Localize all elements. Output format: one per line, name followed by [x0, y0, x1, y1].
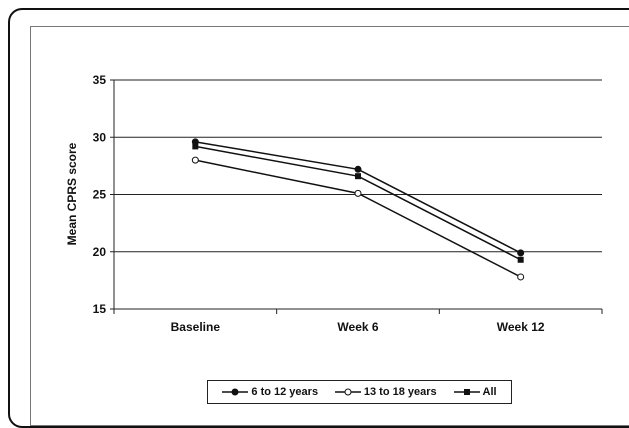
series-line: [195, 145, 522, 261]
chart-area-frame: [30, 26, 629, 426]
legend-item-6-to-12: 6 to 12 years: [222, 386, 318, 398]
data-point: [355, 173, 361, 180]
legend-marker-filled-circle: [222, 388, 249, 396]
legend-item-all: All: [453, 386, 497, 398]
data-point: [354, 189, 362, 197]
data-point: [517, 273, 525, 281]
x-tick-label: Week 6: [337, 320, 378, 334]
legend-marker-open-circle: [334, 388, 361, 396]
data-point: [517, 249, 525, 257]
axes: [110, 79, 603, 314]
y-axis-title: Mean CPRS score: [65, 142, 79, 245]
data-point: [192, 143, 199, 150]
legend-label: 6 to 12 years: [251, 386, 319, 398]
x-tick-label: Week 12: [497, 320, 545, 334]
data-point: [354, 165, 362, 173]
legend-marker-filled-square: [453, 389, 480, 395]
line-chart: 15 20 25 30 35 Baseline Week 6 Week 12 Mean CP…: [65, 73, 603, 334]
y-tick-label: 35: [93, 73, 107, 87]
series-line: [195, 141, 522, 254]
series-lines: [191, 138, 525, 281]
legend-label: 13 to 18 years: [363, 386, 437, 398]
data-point: [191, 156, 199, 164]
data-point: [517, 256, 524, 263]
y-tick-label: 25: [93, 188, 107, 202]
x-tick-label: Baseline: [171, 320, 221, 334]
y-tick-labels: 15 20 25 30 35: [93, 73, 107, 316]
y-tick-label: 30: [93, 130, 107, 144]
legend: 6 to 12 years 13 to 18 years All: [207, 380, 512, 404]
y-tick-label: 15: [93, 302, 107, 316]
legend-item-13-to-18: 13 to 18 years: [334, 386, 437, 398]
legend-label: All: [482, 386, 497, 398]
y-tick-label: 20: [93, 245, 107, 259]
x-tick-labels: Baseline Week 6 Week 12: [171, 320, 545, 334]
